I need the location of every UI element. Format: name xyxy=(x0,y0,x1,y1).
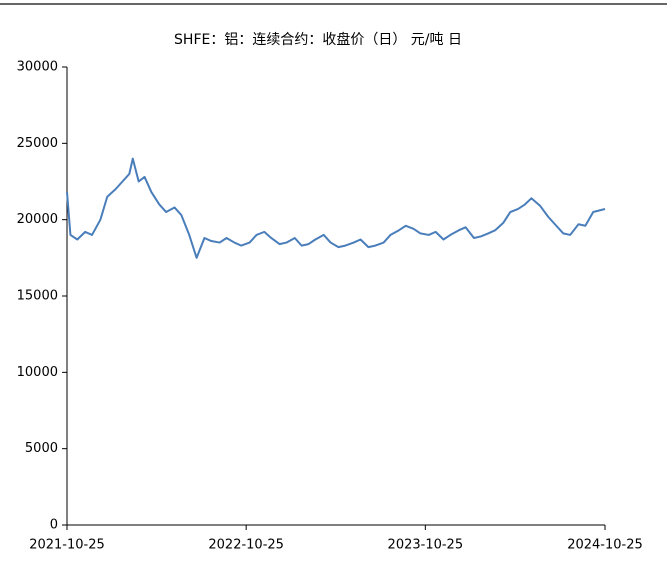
x-tick-label: 2024-10-25 xyxy=(567,538,643,553)
chart-title: SHFE：铝：连续合约：收盘价（日） 元/吨 日 xyxy=(174,31,462,48)
y-tick-label: 25000 xyxy=(17,136,58,151)
x-tick-label: 2021-10-25 xyxy=(29,538,105,553)
line-series xyxy=(66,157,606,259)
y-tick-label: 20000 xyxy=(17,212,58,227)
y-tick-label: 10000 xyxy=(17,365,58,380)
x-tick-label: 2023-10-25 xyxy=(388,538,464,553)
x-tick-label: 2022-10-25 xyxy=(208,538,284,553)
y-tick-label: 30000 xyxy=(17,60,58,75)
y-tick-label: 15000 xyxy=(17,289,58,304)
y-tick-label: 5000 xyxy=(25,441,58,456)
y-tick-label: 0 xyxy=(50,518,58,533)
